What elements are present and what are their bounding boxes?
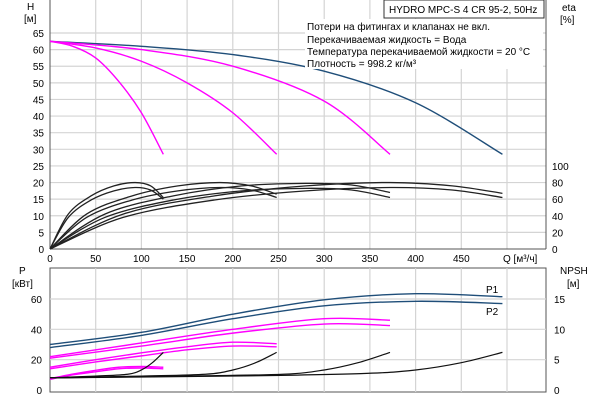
q-tick-label: 150 [179, 254, 196, 265]
eta-curve [49, 187, 391, 250]
h-tick-label: 60 [33, 46, 45, 57]
q-tick-label: 50 [90, 254, 102, 265]
npsh-curve [49, 351, 277, 379]
h-tick-label: 45 [33, 95, 45, 106]
eta-curve [49, 182, 391, 250]
head-curve [49, 40, 503, 155]
head-curve [49, 40, 278, 155]
eta-curve [49, 186, 503, 250]
h-tick-label: 65 [33, 29, 45, 40]
q-tick-label: 0 [47, 254, 53, 265]
power-curve [49, 367, 164, 381]
h-tick-label: 10 [33, 212, 45, 223]
bottom-plot-frame [49, 267, 547, 393]
chart-title: HYDRO MPC-S 4 CR 95-2, 50Hz [389, 5, 537, 16]
title-box [383, 0, 545, 19]
npsh-curve [49, 351, 164, 379]
q-tick-label: 200 [224, 254, 241, 265]
npsh-tick-label: 10 [554, 325, 566, 336]
q-tick-label: 250 [270, 254, 287, 265]
eta-tick-label: 100 [552, 162, 569, 173]
head-curve [49, 40, 391, 155]
h-tick-label: 30 [33, 145, 45, 156]
h-tick-label: 5 [38, 228, 44, 239]
npsh-curve [49, 351, 503, 379]
eta-axis-unit: [%] [560, 15, 575, 26]
p-axis-unit: [кВт] [12, 279, 33, 290]
h-tick-label: 25 [33, 162, 45, 173]
q-tick-label: 400 [407, 254, 424, 265]
eta-axis-label: eta [562, 3, 576, 14]
power-curve [49, 292, 503, 346]
q-axis-label: Q [м³/ч] [503, 254, 538, 265]
eta-tick-label: 20 [552, 228, 564, 239]
p-tick-label: 60 [31, 295, 43, 306]
npsh-tick-label: 15 [554, 295, 566, 306]
p1-label: P1 [486, 285, 499, 296]
h-tick-label: 20 [33, 179, 45, 190]
q-tick-label: 350 [362, 254, 379, 265]
note-density: Плотность = 998.2 кг/м³ [307, 59, 417, 70]
power-curve [49, 345, 277, 370]
eta-tick-label: 60 [552, 195, 564, 206]
p-axis-label: P [19, 266, 26, 277]
h-tick-label: 0 [38, 245, 44, 256]
notes-box [305, 19, 543, 69]
h-axis-unit: [м] [24, 14, 37, 25]
eta-curve [49, 181, 164, 250]
q-tick-label: 100 [133, 254, 150, 265]
p2-label: P2 [486, 307, 499, 318]
head-curve [49, 40, 164, 155]
note-temperature: Температура перекачиваемой жидкости = 20… [307, 47, 530, 58]
eta-tick-label: 80 [552, 179, 564, 190]
power-curve [49, 341, 277, 368]
eta-curve [49, 181, 277, 250]
npsh-axis-unit: [м] [567, 279, 580, 290]
h-axis-label: H [27, 2, 34, 13]
q-tick-label: 450 [453, 254, 470, 265]
h-tick-label: 35 [33, 129, 45, 140]
eta-curve [49, 181, 503, 250]
power-curve [49, 300, 503, 349]
npsh-tick-label: 0 [554, 386, 560, 397]
q-tick-label: 300 [316, 254, 333, 265]
npsh-axis-label: NPSH [560, 266, 588, 277]
h-tick-label: 15 [33, 195, 45, 206]
h-tick-label: 55 [33, 62, 45, 73]
note-fittings: Потери на фитингах и клапанах не вкл. [307, 21, 490, 33]
p-tick-label: 40 [31, 325, 43, 336]
p-tick-label: 0 [36, 386, 42, 397]
note-liquid: Перекачиваемая жидкость = Вода [307, 35, 467, 46]
npsh-tick-label: 5 [554, 356, 560, 367]
p-tick-label: 20 [31, 356, 43, 367]
power-curve [49, 322, 391, 359]
power-curve [49, 365, 164, 380]
eta-curve [49, 186, 164, 250]
eta-tick-label: 40 [552, 212, 564, 223]
power-curve [49, 317, 391, 358]
h-tick-label: 40 [33, 112, 45, 123]
h-tick-label: 50 [33, 79, 45, 90]
eta-tick-label: 0 [552, 245, 558, 256]
